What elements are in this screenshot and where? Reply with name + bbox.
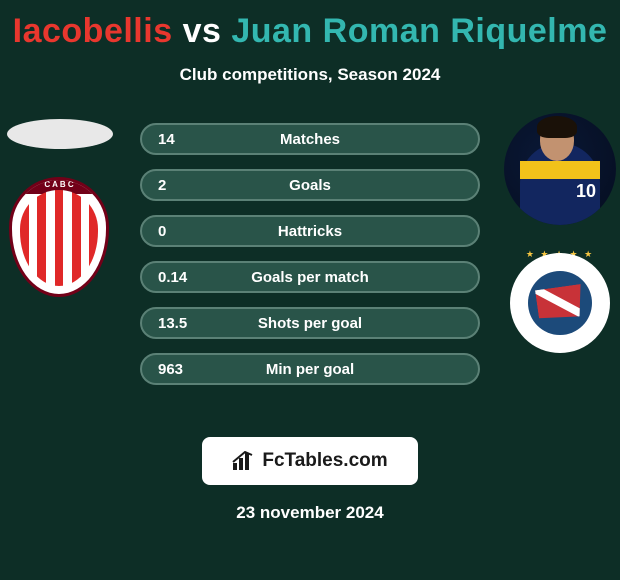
subtitle: Club competitions, Season 2024 [0,65,620,85]
stat-row: 0.14Goals per match [140,261,480,293]
player-right-number: 10 [576,181,596,202]
player-right-band [520,161,600,179]
stat-row: 14Matches [140,123,480,155]
comparison-panel: C A B C 10 ★ ★ ★ ★ ★ 14Matches2Goa [0,113,620,413]
stat-row: 0Hattricks [140,215,480,247]
club-right-inner [528,271,592,335]
left-column: C A B C [0,113,120,299]
stat-value: 14 [142,131,222,148]
branding-label: FcTables.com [262,450,387,472]
branding-badge: FcTables.com [202,437,418,485]
club-right-badge: ★ ★ ★ ★ ★ [510,253,610,353]
stat-row: 2Goals [140,169,480,201]
stat-row: 963Min per goal [140,353,480,385]
club-left-badge: C A B C [9,177,111,299]
club-left-stripes [20,190,98,286]
club-right-flag [535,284,585,322]
title-left: Iacobellis [13,12,173,50]
right-column: 10 ★ ★ ★ ★ ★ [500,113,620,353]
stat-value: 963 [142,361,222,378]
footer-date: 23 november 2024 [0,503,620,523]
player-right-hair [537,116,577,138]
stat-value: 0 [142,223,222,240]
title-right: Juan Roman Riquelme [231,12,607,50]
player-left-placeholder [7,119,113,149]
stat-row: 13.5Shots per goal [140,307,480,339]
branding-icon [232,451,256,471]
player-right-photo: 10 [504,113,616,225]
stat-value: 0.14 [142,269,222,286]
stat-value: 13.5 [142,315,222,332]
page-title: Iacobellis vs Juan Roman Riquelme [0,0,620,51]
title-vs: vs [183,12,222,50]
stat-bars: 14Matches 2Goals 0Hattricks 0.14Goals per m… [140,123,480,399]
stat-value: 2 [142,177,222,194]
